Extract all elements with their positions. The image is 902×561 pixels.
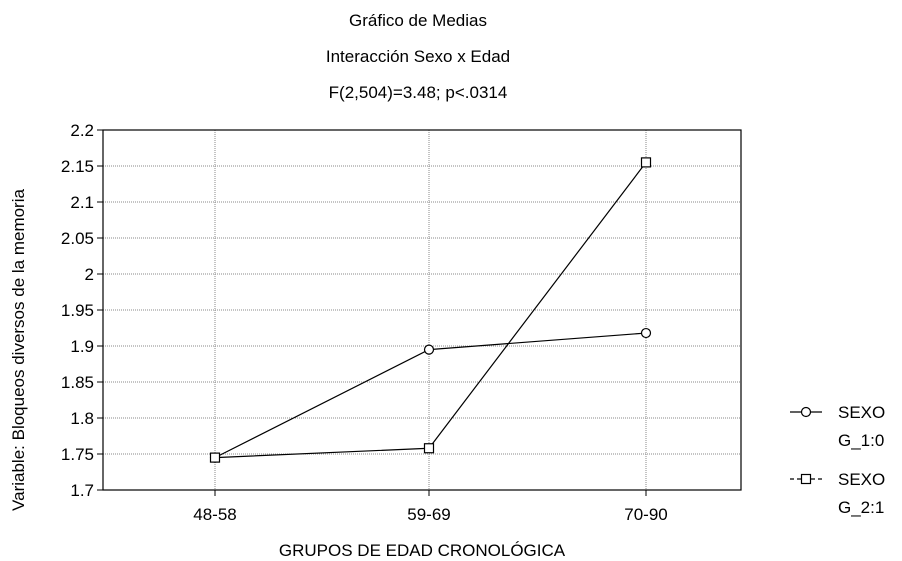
series-group — [209, 157, 652, 463]
y-tick-label: 2.2 — [70, 121, 94, 140]
point-circle — [423, 344, 435, 355]
chart-stat-line: F(2,504)=3.48; p<.0314 — [329, 83, 508, 102]
point-square — [640, 157, 652, 168]
y-tick-label: 1.85 — [61, 373, 94, 392]
y-tick-label: 1.9 — [70, 337, 94, 356]
legend-label-line1: SEXO — [838, 403, 885, 422]
x-axis-ticks: 48-58 59-69 70-90 — [193, 490, 668, 524]
y-tick-label: 1.75 — [61, 445, 94, 464]
chart-subtitle: Interacción Sexo x Edad — [326, 47, 510, 66]
point-square — [423, 443, 435, 454]
x-tick-label: 70-90 — [624, 505, 667, 524]
legend-marker-circle — [800, 406, 812, 418]
plot-frame — [102, 129, 742, 491]
y-axis-label: Variable: Bloqueos diversos de la memori… — [9, 189, 28, 511]
gridlines — [103, 130, 741, 490]
x-axis-label: GRUPOS DE EDAD CRONOLÓGICA — [279, 541, 566, 560]
y-tick-label: 1.95 — [61, 301, 94, 320]
y-axis-ticks: 1.7 1.75 1.8 1.85 1.9 1.95 2 2.05 2.1 2.15 2.2 — [61, 121, 103, 500]
legend: SEXO G_1:0 SEXO G_2:1 — [790, 403, 885, 517]
chart-title: Gráfico de Medias — [349, 11, 487, 30]
y-tick-label: 2.15 — [61, 157, 94, 176]
x-tick-label: 59-69 — [407, 505, 450, 524]
point-square — [209, 452, 221, 463]
y-tick-label: 2 — [85, 265, 94, 284]
y-tick-label: 1.8 — [70, 409, 94, 428]
legend-label-line2: G_1:0 — [838, 431, 884, 450]
point-circle — [640, 327, 652, 339]
legend-label-line2: G_2:1 — [838, 498, 884, 517]
legend-marker-square — [800, 473, 812, 485]
x-tick-label: 48-58 — [193, 505, 236, 524]
y-tick-label: 2.05 — [61, 229, 94, 248]
legend-label-line1: SEXO — [838, 470, 885, 489]
y-tick-label: 1.7 — [70, 481, 94, 500]
y-tick-label: 2.1 — [70, 193, 94, 212]
